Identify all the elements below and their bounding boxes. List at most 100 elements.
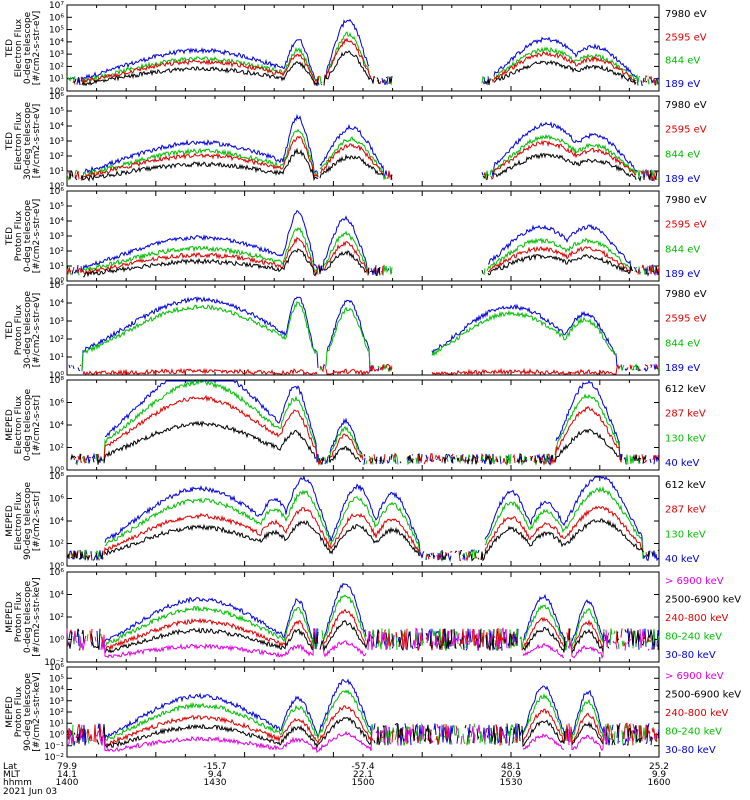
y-tick-label: 10¹: [49, 262, 64, 272]
panel-1: 10⁰ 10¹ 10² 10³ 10⁴ 10⁵ 10⁶ 10⁷ TED Electron Flux…: [5, 1, 707, 97]
series-line: [67, 31, 658, 86]
y-tick-label: 10³: [49, 317, 64, 327]
y-axis-label: 90-deg telescope: [23, 673, 33, 751]
y-tick-label: 10⁴: [49, 299, 64, 309]
y-axis-label: 30-deg telescope: [23, 291, 33, 369]
x-row-value: 9.9: [652, 770, 667, 780]
legend-entry: 2595 eV: [665, 314, 707, 325]
y-tick-label: 10⁸: [49, 472, 64, 482]
x-row-value: 22.1: [353, 770, 373, 780]
x-row-value: 1430: [204, 778, 227, 788]
legend-entry: 7980 eV: [665, 289, 707, 300]
x-row-value: 1500: [352, 778, 375, 788]
y-axis-label: Electron Flux: [14, 111, 24, 170]
y-tick-label: 10²: [49, 62, 64, 72]
y-tick-label: 10²: [49, 613, 64, 623]
series-line: [66, 723, 657, 754]
x-row-value: 48.1: [501, 762, 521, 772]
legend-entry: 130 keV: [665, 529, 706, 540]
legend-entry: 612 keV: [665, 480, 706, 491]
y-axis-label: [#/cm2-s-str-eV]: [32, 11, 42, 86]
y-tick-label: 10⁵: [49, 26, 64, 36]
x-row-value: 1600: [648, 778, 671, 788]
x-row-value: 1400: [56, 778, 79, 788]
y-tick-label: 10³: [49, 232, 64, 242]
x-row-value: 25.2: [649, 762, 669, 772]
y-tick-label: 10⁻²: [44, 658, 64, 668]
legend-entry: 7980 eV: [665, 195, 707, 206]
y-axis-label: 0-deg telescope: [23, 388, 33, 461]
x-row-value: 9.4: [208, 770, 223, 780]
legend-entry: 40 keV: [665, 458, 699, 469]
legend-entry: 30-80 keV: [665, 745, 716, 756]
legend-entry: 612 keV: [665, 384, 706, 395]
y-tick-label: 10³: [49, 697, 64, 707]
legend-entry: > 6900 keV: [665, 671, 724, 682]
panel-4: 10⁰ 10¹ 10² 10³ 10⁴ 10⁵ TED Proton Flux 30-deg t…: [5, 281, 707, 381]
y-tick-label: 10²: [49, 708, 64, 718]
legend-entry: 844 eV: [665, 338, 700, 349]
y-axis-label: [#/cm2-s-str-eV]: [32, 293, 42, 368]
y-axis-label: [#/cm2-s-str-eV]: [32, 104, 42, 179]
series-line: [66, 248, 660, 278]
y-tick-label: 10⁴: [49, 122, 64, 132]
y-axis-label: Electron Flux: [14, 18, 24, 77]
series-line: [66, 518, 660, 562]
y-axis-label: TED: [5, 132, 15, 151]
panel-6: 10⁰ 10² 10⁴ 10⁶ 10⁸ MEPED Electron Flux 90-deg …: [5, 472, 706, 572]
legend-entry: 240-800 keV: [665, 613, 729, 624]
y-axis-label: MEPED: [5, 409, 15, 441]
y-axis-label: 90-deg telescope: [23, 482, 33, 560]
y-tick-label: 10¹: [49, 75, 64, 85]
y-tick-label: 10¹: [49, 719, 64, 729]
legend-entry: 30-80 keV: [665, 650, 716, 661]
y-tick-label: 10⁰: [49, 87, 64, 97]
plot-date: 2021 Jun 03: [3, 787, 57, 797]
y-tick-label: 10⁻²: [44, 753, 64, 763]
y-tick-label: 10⁶: [49, 495, 64, 505]
x-row-value: -15.7: [203, 762, 226, 772]
legend-entry: 2595 eV: [665, 32, 707, 43]
y-axis-label: TED: [5, 227, 15, 246]
legend-entry: 40 keV: [665, 554, 699, 565]
y-tick-label: 10²: [49, 335, 64, 345]
y-tick-label: 10¹: [49, 167, 64, 177]
y-tick-label: 10⁴: [49, 421, 64, 431]
y-tick-label: 10⁰: [49, 182, 64, 192]
panel-7: 10⁻² 10⁰ 10² 10⁴ 10⁶ MEPED Proton Flux 0-deg te…: [5, 568, 741, 668]
panel-frame: [66, 95, 660, 187]
x-row-value: 14.1: [57, 770, 77, 780]
y-tick-label: 10⁵: [49, 281, 64, 291]
y-tick-label: 10⁶: [49, 92, 64, 102]
y-tick-label: 10⁰: [49, 562, 64, 572]
y-axis-label: [#/cm2-s-str-eV]: [32, 199, 42, 274]
y-tick-label: 10⁴: [49, 591, 64, 601]
y-tick-label: 10⁴: [49, 217, 64, 227]
y-tick-label: 10⁴: [49, 38, 64, 48]
y-tick-label: 10⁰: [49, 277, 64, 287]
y-tick-label: 10⁰: [49, 731, 64, 741]
y-tick-label: 10³: [49, 137, 64, 147]
y-axis-label: [#/cm2-s-str]: [32, 491, 42, 551]
y-axis-label: [#/cm2-s-str]: [32, 395, 42, 455]
legend-entry: 7980 eV: [665, 9, 707, 20]
y-tick-label: 10²: [49, 247, 64, 257]
legend-entry: 2595 eV: [665, 125, 707, 136]
y-axis-label: 30-deg telescope: [23, 102, 33, 180]
y-axis-label: 0-deg telescope: [23, 199, 33, 272]
y-axis-label: MEPED: [5, 505, 15, 537]
y-axis-label: [#/cm2-s-str-keV]: [32, 577, 42, 656]
y-axis-label: Proton Flux: [14, 210, 24, 261]
y-axis-label: TED: [5, 321, 15, 340]
y-tick-label: 10⁷: [49, 1, 64, 11]
y-axis-label: Electron Flux: [14, 491, 24, 550]
legend-entry: 844 eV: [665, 56, 700, 67]
y-tick-label: 10⁰: [49, 371, 64, 381]
legend-entry: 130 keV: [665, 433, 706, 444]
y-tick-label: 10⁶: [49, 399, 64, 409]
panel-2: 10⁰ 10¹ 10² 10³ 10⁴ 10⁵ 10⁶ TED Electron Flux 30-…: [5, 92, 707, 192]
legend-entry: 844 eV: [665, 244, 700, 255]
x-row-label: Lat: [3, 762, 18, 772]
